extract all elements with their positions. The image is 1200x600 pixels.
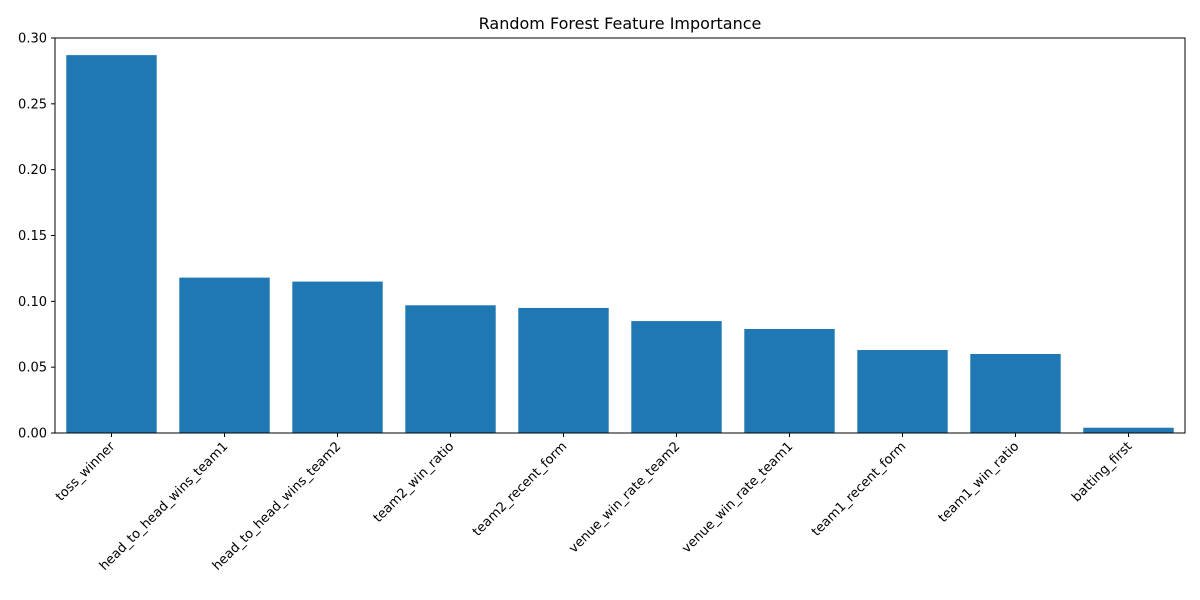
x-tick-label: team2_win_ratio [371, 439, 458, 526]
bars-group [66, 55, 1174, 433]
x-tick-label: team1_recent_form [809, 439, 909, 539]
bar-toss-winner [66, 55, 157, 433]
y-tick-label: 0.10 [18, 295, 47, 310]
x-tick-label: venue_win_rate_team1 [679, 439, 796, 556]
y-tick-label: 0.05 [18, 361, 47, 376]
bar-team2-win-ratio [405, 305, 496, 433]
x-tick-label: venue_win_rate_team2 [566, 439, 683, 556]
bar-batting-first [1083, 427, 1174, 433]
y-tick-label: 0.30 [18, 32, 47, 47]
x-tick-label: toss_winner [53, 439, 119, 505]
x-tick-label: head_to_head_wins_team1 [97, 439, 232, 574]
y-tick-label: 0.25 [18, 97, 47, 112]
bar-venue-win-rate-team2 [631, 321, 722, 433]
bar-head-to-head-wins-team2 [292, 281, 383, 433]
bar-team1-recent-form [857, 350, 948, 433]
y-tick-label: 0.15 [18, 229, 47, 244]
bar-head-to-head-wins-team1 [179, 277, 270, 433]
bar-venue-win-rate-team1 [744, 328, 835, 433]
x-tick-label: team1_win_ratio [936, 439, 1023, 526]
y-tick-label: 0.20 [18, 163, 47, 178]
x-tick-label: team2_recent_form [470, 439, 570, 539]
y-tick-label: 0.00 [18, 427, 47, 442]
bar-team2-recent-form [518, 307, 609, 433]
x-axis: toss_winnerhead_to_head_wins_team1head_t… [53, 433, 1135, 574]
x-tick-label: head_to_head_wins_team2 [210, 439, 345, 574]
bar-team1-win-ratio [970, 354, 1061, 433]
x-tick-label: batting_first [1069, 439, 1135, 505]
chart-title: Random Forest Feature Importance [479, 14, 762, 33]
y-axis: 0.00 0.05 0.10 0.15 0.20 0.25 0.30 [18, 32, 55, 442]
plot-frame [54, 37, 1186, 434]
